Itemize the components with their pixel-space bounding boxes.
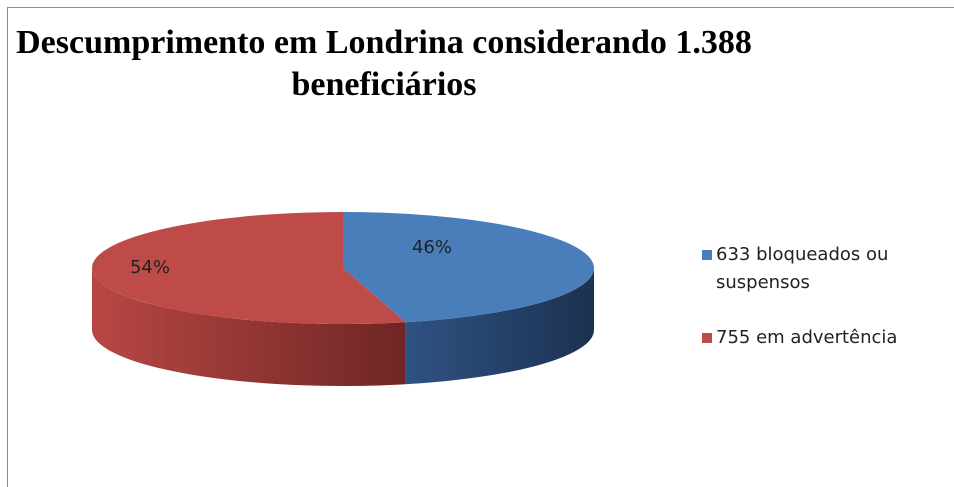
legend-swatch (702, 250, 712, 260)
legend-label: 633 bloqueados ou suspensos (716, 244, 889, 293)
chart-title: Descumprimento em Londrina considerando … (16, 24, 752, 103)
data-label: 54% (130, 257, 170, 278)
slice-side (405, 268, 594, 385)
data-label: 46% (412, 237, 452, 258)
chart-frame (7, 7, 954, 487)
legend-label: 755 em advertência (716, 327, 898, 348)
slice (343, 212, 595, 323)
legend-swatch (702, 333, 712, 343)
slice-side (92, 268, 406, 386)
slice (92, 212, 406, 324)
